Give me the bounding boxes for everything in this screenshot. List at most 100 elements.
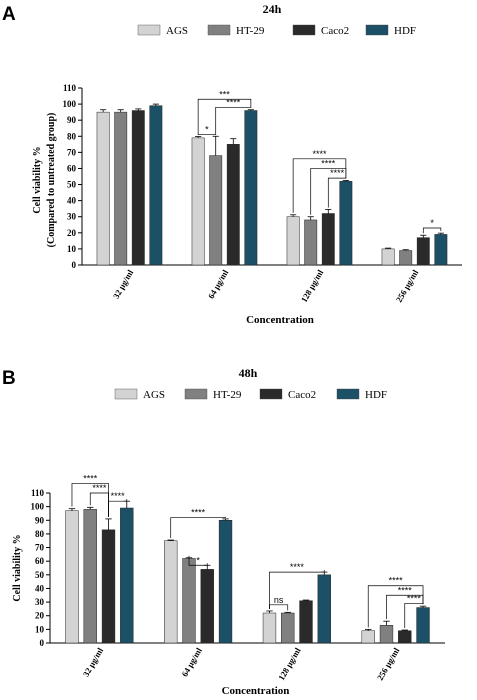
x-axis-label: Concentration (246, 314, 314, 326)
y-tick-label: 110 (63, 83, 77, 93)
x-tick-label: 32 µg/ml (81, 645, 106, 678)
bracket-line (170, 516, 226, 539)
bracket-line (386, 594, 424, 620)
bar-ht-29-1 (182, 558, 196, 644)
legend-label-caco2: Caco2 (321, 25, 349, 37)
y-tick-label: 20 (67, 228, 77, 238)
bracket-line (108, 499, 128, 517)
y-tick-label: 40 (35, 583, 45, 593)
bar-ht-29-3 (399, 250, 413, 266)
significance-bracket: ns (269, 595, 289, 611)
bar-hdf-1 (218, 520, 233, 644)
x-tick-label: 128 µg/ml (299, 267, 326, 304)
significance-label: **** (83, 473, 98, 483)
y-tick-label: 50 (35, 570, 45, 580)
y-tick-label: 70 (35, 543, 45, 553)
significance-bracket: *** (197, 89, 252, 135)
y-tick-label: 0 (72, 260, 77, 270)
bar-hdf-3 (416, 607, 430, 644)
significance-bracket: * (188, 555, 208, 566)
y-tick-label: 100 (31, 502, 45, 512)
significance-bracket: **** (269, 562, 325, 609)
bar-caco2-2 (321, 213, 335, 266)
legend-swatch-ht-29 (184, 388, 208, 400)
y-tick-label: 10 (67, 244, 77, 254)
significance-label: * (430, 218, 434, 228)
significance-label: **** (389, 576, 404, 586)
significance-label: **** (111, 491, 126, 501)
bracket-line (367, 585, 424, 628)
significance-label: *** (219, 89, 230, 99)
legend-swatch-caco2 (259, 388, 283, 400)
significance-label: * (196, 555, 200, 565)
bar-hdf-3 (434, 234, 448, 266)
legend-label-ht-29: HT-29 (213, 389, 242, 401)
bar-ht-29-1 (209, 155, 223, 266)
significance-label: **** (226, 97, 241, 107)
bar-caco2-0 (131, 110, 145, 266)
legend-swatch-ht-29 (207, 24, 231, 36)
panel-A: A 24h AGS HT-29 Caco2 HDF 0 10 20 30 40 50 60 70 80 90 1… (2, 2, 462, 326)
bar-ht-29-0 (114, 111, 128, 266)
significance-label: **** (191, 508, 206, 518)
significance-label: **** (330, 168, 345, 178)
bar-ags-2 (262, 612, 277, 644)
legend-label-ht-29: HT-29 (236, 25, 265, 37)
bar-ht-29-2 (304, 219, 318, 266)
bracket-line (404, 603, 424, 629)
significance-bracket: * (197, 125, 217, 136)
bracket-line (327, 177, 347, 208)
legend-label-caco2: Caco2 (288, 389, 316, 401)
bar-caco2-1 (200, 569, 214, 644)
bracket-line (269, 570, 325, 609)
bar-caco2-3 (416, 237, 430, 266)
significance-label: **** (321, 158, 336, 168)
legend-swatch-caco2 (292, 24, 316, 36)
x-tick-label: 256 µg/ml (394, 267, 421, 304)
bracket-line (188, 555, 208, 566)
bracket-line (269, 604, 289, 611)
bar-ags-2 (286, 216, 300, 266)
y-tick-label: 110 (31, 488, 45, 498)
x-tick-label: 128 µg/ml (276, 645, 303, 682)
significance-bracket: **** (215, 97, 252, 135)
bar-caco2-3 (398, 630, 412, 644)
y-tick-label: 90 (67, 115, 77, 125)
legend-label-ags: AGS (143, 389, 165, 401)
significance-label: ns (274, 595, 284, 605)
significance-bracket: **** (310, 158, 347, 215)
bar-ags-3 (361, 630, 375, 644)
bar-ags-3 (381, 248, 395, 266)
legend-swatch-ags (114, 388, 138, 400)
y-tick-label: 80 (35, 529, 45, 539)
panel-letter: B (2, 368, 16, 389)
legend-swatch-hdf (336, 388, 360, 400)
bar-hdf-0 (120, 507, 134, 644)
y-tick-label: 90 (35, 515, 45, 525)
y-axis-label: Cell viability % (32, 146, 43, 213)
bar-hdf-2 (317, 574, 331, 644)
bar-caco2-2 (299, 600, 313, 644)
y-tick-label: 10 (35, 624, 45, 634)
significance-label: **** (312, 149, 327, 159)
bar-hdf-1 (244, 110, 258, 266)
y-tick-label: 100 (63, 99, 77, 109)
x-tick-label: 256 µg/ml (375, 645, 402, 682)
significance-bracket: **** (327, 168, 347, 208)
x-tick-label: 64 µg/ml (206, 267, 231, 300)
bar-ht-29-3 (379, 625, 394, 644)
y-tick-label: 60 (35, 556, 45, 566)
bar-hdf-0 (149, 105, 163, 266)
bar-ags-0 (65, 510, 79, 644)
y-tick-label: 70 (67, 147, 77, 157)
significance-bracket: **** (404, 593, 424, 629)
y-axis-label: (Compared to untreated group) (46, 113, 57, 248)
legend-label-hdf: HDF (365, 389, 387, 401)
bracket-line (422, 227, 442, 234)
y-tick-label: 80 (67, 131, 77, 141)
y-tick-label: 50 (67, 180, 77, 190)
bar-hdf-2 (339, 181, 353, 266)
bracket-line (215, 106, 252, 135)
bar-ht-29-2 (281, 612, 295, 644)
x-tick-label: 64 µg/ml (179, 645, 204, 678)
